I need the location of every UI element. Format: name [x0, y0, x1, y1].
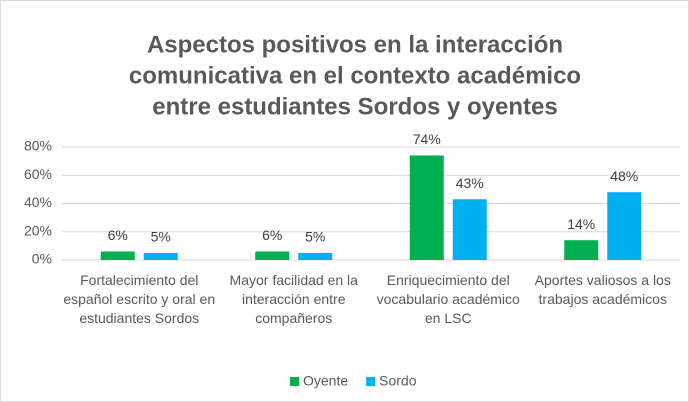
- chart-title: Aspectos positivos en la interacción: [147, 31, 563, 58]
- data-label: 6%: [108, 227, 128, 243]
- bar: [452, 199, 487, 260]
- bar: [409, 155, 444, 260]
- x-tick-label: Mayor facilidad en la interacción entre …: [229, 272, 358, 326]
- bar: [298, 252, 333, 260]
- x-tick-label: Aportes valiosos a los trabajos académic…: [534, 272, 671, 307]
- data-label: 5%: [305, 229, 325, 245]
- chart-title: entre estudiantes Sordos y oyentes: [152, 93, 557, 120]
- data-label: 5%: [151, 229, 171, 245]
- x-tick-label: Fortalecimiento del español escrito y or…: [63, 272, 216, 326]
- x-tick-label: Enriquecimiento del vocabulario académic…: [376, 272, 520, 326]
- data-label: 6%: [262, 227, 282, 243]
- chart-title: comunicativa en el contexto académico: [129, 62, 581, 89]
- legend-label: Sordo: [379, 373, 417, 389]
- legend-swatch: [366, 377, 376, 386]
- y-tick-label: 60%: [24, 166, 52, 182]
- bar: [255, 251, 290, 260]
- y-tick-label: 20%: [24, 222, 52, 238]
- y-tick-label: 80%: [24, 138, 52, 154]
- y-tick-label: 0%: [32, 251, 52, 267]
- data-label: 48%: [610, 168, 638, 184]
- bar: [100, 251, 135, 260]
- bar: [143, 252, 178, 260]
- y-tick-label: 40%: [24, 194, 52, 210]
- bar: [564, 240, 599, 260]
- legend-swatch: [290, 377, 299, 386]
- data-label: 74%: [413, 131, 441, 147]
- bar: [607, 192, 642, 260]
- data-label: 14%: [567, 216, 595, 232]
- data-label: 43%: [456, 175, 484, 191]
- legend-label: Oyente: [303, 373, 348, 389]
